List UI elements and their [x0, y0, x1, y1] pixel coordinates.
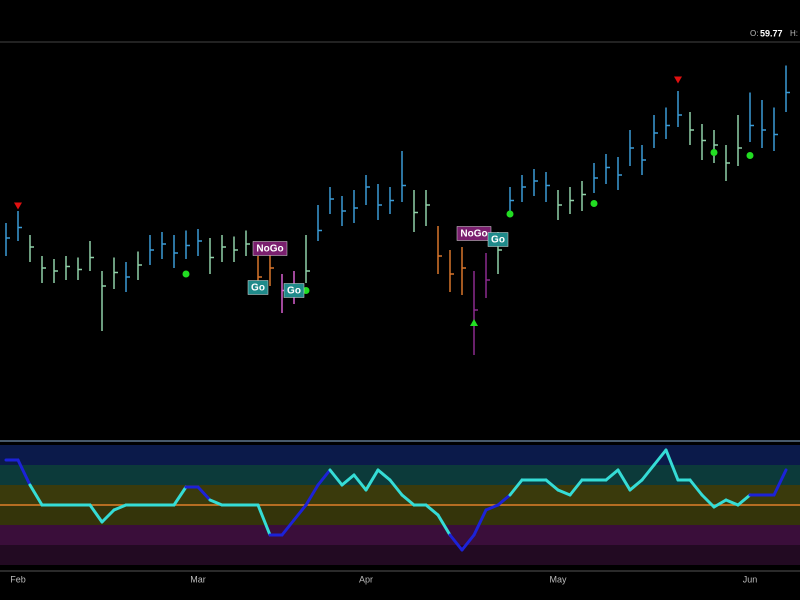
- oscillator-segment: [172, 485, 188, 507]
- label-box: [487, 232, 509, 247]
- signal-dot: [182, 270, 190, 278]
- oscillator-segment: [640, 463, 656, 482]
- oscillator-segment: [772, 468, 788, 497]
- oscillator-segment: [448, 533, 464, 552]
- oscillator-segment: [280, 518, 296, 537]
- oscillator-segment: [16, 458, 32, 487]
- oscillator-segment: [484, 503, 500, 512]
- signal-up: [470, 319, 478, 326]
- label-text: NoGo: [460, 229, 487, 240]
- oscillator-segment: [568, 478, 584, 497]
- label-box: [252, 241, 288, 256]
- oscillator-band: [0, 525, 800, 545]
- oscillator-segment: [556, 488, 572, 497]
- x-tick-label: Apr: [359, 574, 373, 584]
- x-tick-label: Mar: [190, 574, 206, 584]
- oscillator-segment: [664, 448, 680, 482]
- oscillator-segment: [376, 468, 392, 482]
- oscillator-segment: [208, 498, 224, 507]
- oscillator-segment: [616, 468, 632, 492]
- oscillator-segment: [316, 468, 332, 487]
- signal-down: [674, 76, 682, 84]
- signal-dot: [746, 152, 754, 159]
- signal-down: [14, 202, 22, 210]
- oscillator-segment: [652, 448, 668, 467]
- oscillator-segment: [736, 493, 752, 507]
- open-label: O:: [750, 29, 758, 38]
- label-box: [283, 283, 305, 298]
- oscillator-segment: [604, 468, 620, 482]
- label-text: NoGo: [256, 244, 283, 255]
- x-tick-label: May: [549, 574, 567, 584]
- oscillator-segment: [352, 473, 368, 492]
- oscillator-segment: [100, 508, 116, 524]
- label-text: Go: [491, 235, 505, 246]
- oscillator-band: [0, 545, 800, 565]
- oscillator-segment: [508, 478, 524, 497]
- signal-dot: [506, 210, 514, 218]
- oscillator-segment: [292, 503, 308, 522]
- oscillator-segment: [712, 498, 728, 509]
- oscillator-segment: [196, 485, 212, 502]
- label-text: Go: [287, 286, 301, 297]
- oscillator-segment: [424, 503, 440, 517]
- oscillator-band: [0, 465, 800, 485]
- oscillator-segment: [544, 478, 560, 492]
- oscillator-segment: [400, 493, 416, 507]
- oscillator-band: [0, 445, 800, 465]
- oscillator-band: [0, 505, 800, 525]
- oscillator-segment: [724, 498, 740, 507]
- x-tick-label: Feb: [10, 574, 26, 584]
- signal-dot: [710, 149, 718, 156]
- oscillator-segment: [388, 478, 404, 497]
- oscillator-segment: [340, 473, 356, 487]
- open-value: 59.77: [760, 28, 783, 38]
- oscillator-segment: [112, 503, 128, 512]
- oscillator-segment: [628, 478, 644, 492]
- x-tick-label: Jun: [743, 574, 758, 584]
- oscillator-segment: [364, 468, 380, 492]
- high-label: H:: [790, 29, 798, 38]
- oscillator-segment: [472, 508, 488, 537]
- label-box: [247, 280, 269, 295]
- oscillator-segment: [460, 533, 476, 552]
- label-text: Go: [251, 283, 265, 294]
- oscillator-segment: [496, 493, 512, 507]
- oscillator-band: [0, 485, 800, 505]
- oscillator-segment: [688, 478, 704, 497]
- signal-dot: [590, 200, 598, 207]
- oscillator-segment: [88, 503, 104, 524]
- oscillator-segment: [28, 483, 44, 507]
- oscillator-segment: [304, 483, 320, 507]
- oscillator-segment: [328, 468, 344, 487]
- oscillator-segment: [700, 493, 716, 509]
- oscillator-segment: [256, 503, 272, 537]
- oscillator-segment: [436, 513, 452, 537]
